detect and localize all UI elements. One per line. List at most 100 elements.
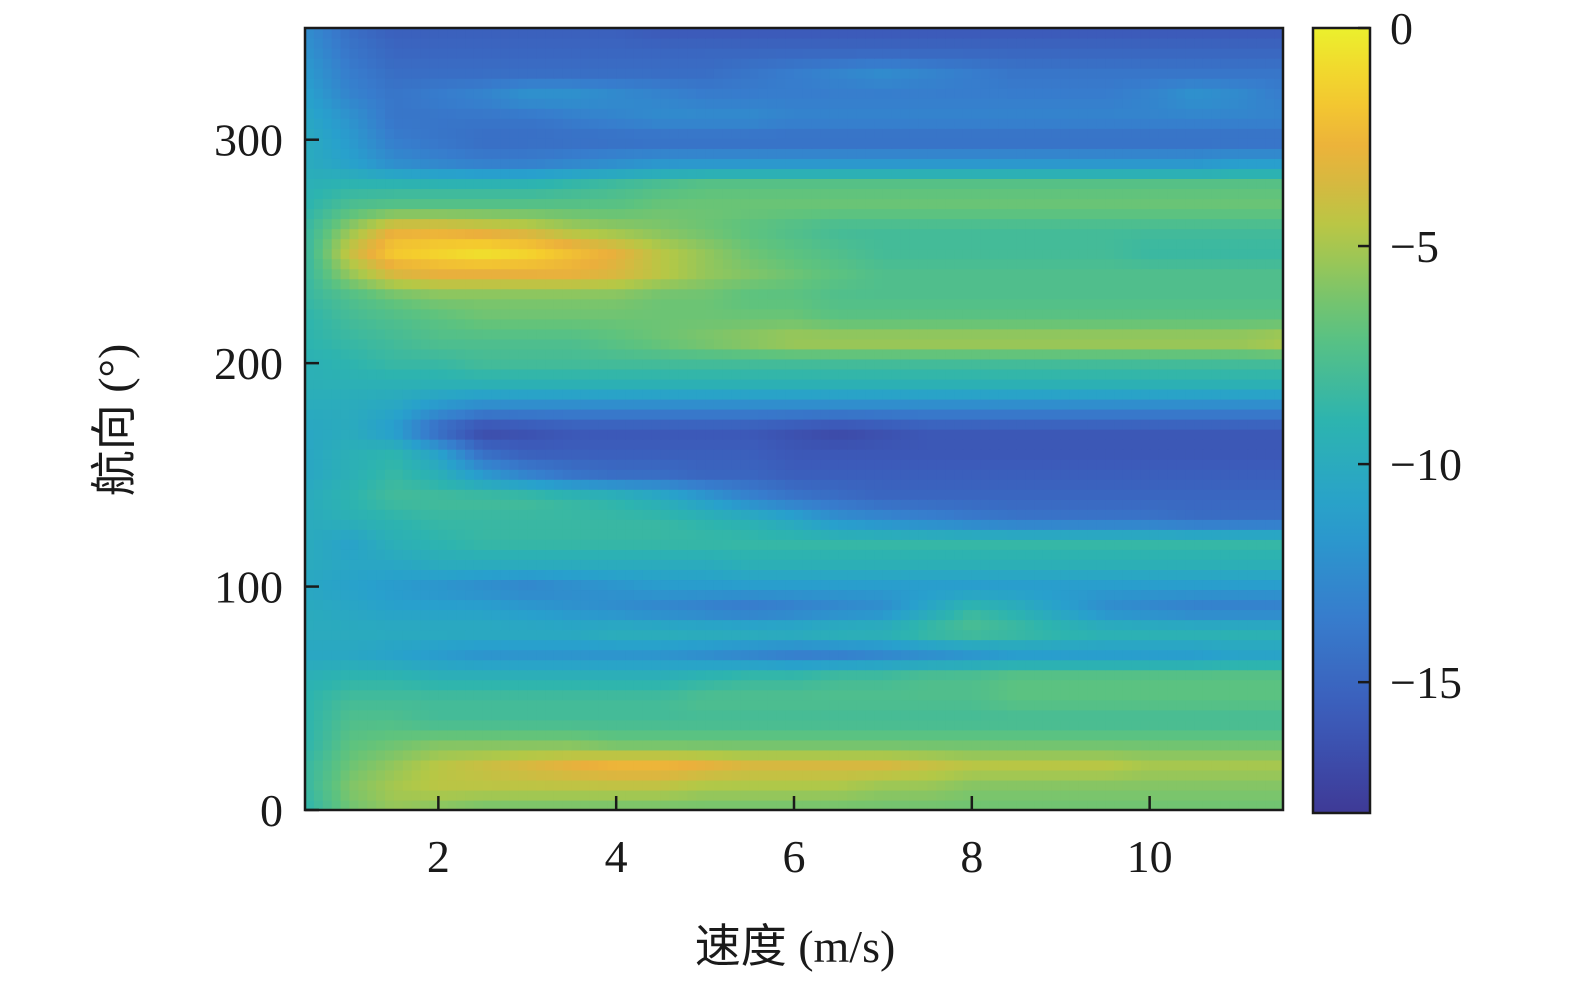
heatmap-cell bbox=[651, 599, 662, 611]
heatmap-cell bbox=[980, 759, 991, 771]
heatmap-cell bbox=[1114, 799, 1124, 811]
heatmap-cell bbox=[900, 729, 911, 741]
heatmap-cell bbox=[882, 408, 893, 420]
heatmap-cell bbox=[482, 489, 493, 500]
heatmap-cell bbox=[740, 408, 751, 420]
heatmap-cell bbox=[1247, 408, 1257, 420]
heatmap-cell bbox=[536, 799, 546, 811]
heatmap-cell bbox=[660, 398, 671, 410]
heatmap-cell bbox=[1087, 499, 1097, 510]
heatmap-cell bbox=[340, 368, 351, 380]
heatmap-cell bbox=[322, 529, 333, 540]
heatmap-cell bbox=[1078, 729, 1088, 741]
heatmap-cell bbox=[1274, 679, 1284, 691]
heatmap-cell bbox=[589, 709, 599, 721]
heatmap-cell bbox=[660, 348, 671, 360]
heatmap-cell bbox=[322, 378, 333, 390]
heatmap-cell bbox=[385, 569, 395, 581]
heatmap-cell bbox=[1149, 769, 1160, 781]
heatmap-cell bbox=[1229, 358, 1240, 370]
heatmap-cell bbox=[758, 709, 768, 721]
heatmap-cell bbox=[642, 348, 653, 360]
heatmap-cell bbox=[936, 599, 946, 611]
heatmap-cell bbox=[385, 699, 395, 711]
heatmap-cell bbox=[936, 659, 946, 671]
heatmap-cell bbox=[918, 649, 928, 661]
heatmap-cell bbox=[1256, 479, 1266, 490]
heatmap-cell bbox=[589, 629, 599, 641]
heatmap-cell bbox=[802, 739, 813, 751]
heatmap-cell bbox=[1274, 459, 1284, 470]
heatmap-cell bbox=[1211, 799, 1222, 811]
heatmap-cell bbox=[971, 408, 982, 420]
heatmap-cell bbox=[1247, 589, 1257, 601]
heatmap-cell bbox=[1105, 759, 1115, 771]
heatmap-cell bbox=[998, 479, 1008, 490]
heatmap-cell bbox=[882, 479, 893, 490]
heatmap-cell bbox=[376, 759, 386, 771]
heatmap-cell bbox=[411, 799, 422, 811]
heatmap-cell bbox=[625, 789, 635, 801]
heatmap-cell bbox=[447, 348, 457, 360]
heatmap-cell bbox=[794, 659, 804, 671]
heatmap-cell bbox=[500, 739, 511, 751]
heatmap-cell bbox=[438, 489, 448, 500]
heatmap-cell bbox=[553, 679, 564, 691]
heatmap-cell bbox=[1042, 559, 1053, 570]
heatmap-cell bbox=[456, 639, 466, 651]
heatmap-cell bbox=[580, 639, 591, 651]
heatmap-cell bbox=[705, 669, 715, 681]
heatmap-cell bbox=[1140, 619, 1151, 631]
heatmap-cell bbox=[740, 439, 751, 450]
heatmap-cell bbox=[349, 388, 359, 400]
heatmap-cell bbox=[545, 599, 555, 611]
heatmap-cell bbox=[500, 439, 511, 450]
heatmap-cell bbox=[1016, 449, 1026, 460]
heatmap-cell bbox=[891, 799, 902, 811]
heatmap-cell bbox=[482, 689, 493, 701]
heatmap-cell bbox=[696, 459, 706, 470]
heatmap-cell bbox=[465, 499, 475, 510]
heatmap-cell bbox=[900, 549, 911, 560]
heatmap-cell bbox=[1051, 619, 1062, 631]
heatmap-cell bbox=[962, 569, 973, 581]
heatmap-cell bbox=[820, 499, 831, 510]
heatmap-cell bbox=[1078, 378, 1088, 390]
heatmap-cell bbox=[874, 529, 884, 540]
heatmap-cell bbox=[731, 689, 742, 701]
heatmap-cell bbox=[1060, 579, 1071, 591]
heatmap-cell bbox=[1211, 509, 1222, 520]
heatmap-cell bbox=[1140, 799, 1151, 811]
heatmap-cell bbox=[598, 378, 608, 390]
heatmap-cell bbox=[1202, 739, 1213, 751]
heatmap-cell bbox=[438, 449, 448, 460]
heatmap-cell bbox=[749, 649, 760, 661]
heatmap-cell bbox=[420, 348, 431, 360]
heatmap-cell bbox=[1016, 799, 1026, 811]
heatmap-cell bbox=[1131, 659, 1142, 671]
heatmap-cell bbox=[820, 559, 831, 570]
heatmap-cell bbox=[607, 408, 617, 420]
heatmap-cell bbox=[1042, 429, 1053, 440]
heatmap-cell bbox=[1114, 378, 1124, 390]
heatmap-cell bbox=[776, 649, 786, 661]
heatmap-cell bbox=[438, 358, 448, 370]
heatmap-cell bbox=[562, 769, 573, 781]
heatmap-cell bbox=[358, 709, 368, 721]
heatmap-cell bbox=[767, 368, 777, 380]
heatmap-cell bbox=[580, 699, 591, 711]
heatmap-cell bbox=[1202, 599, 1213, 611]
heatmap-cell bbox=[438, 529, 448, 540]
heatmap-cell bbox=[1176, 489, 1186, 500]
heatmap-cell bbox=[1220, 439, 1231, 450]
heatmap-cell bbox=[651, 408, 662, 420]
heatmap-cell bbox=[954, 589, 964, 601]
heatmap-cell bbox=[856, 388, 866, 400]
heatmap-cell bbox=[1158, 599, 1169, 611]
heatmap-cell bbox=[749, 699, 760, 711]
heatmap-cell bbox=[989, 629, 1000, 641]
heatmap-cell bbox=[633, 669, 644, 681]
heatmap-cell bbox=[642, 669, 653, 681]
heatmap-cell bbox=[518, 669, 528, 681]
heatmap-cell bbox=[1140, 789, 1151, 801]
